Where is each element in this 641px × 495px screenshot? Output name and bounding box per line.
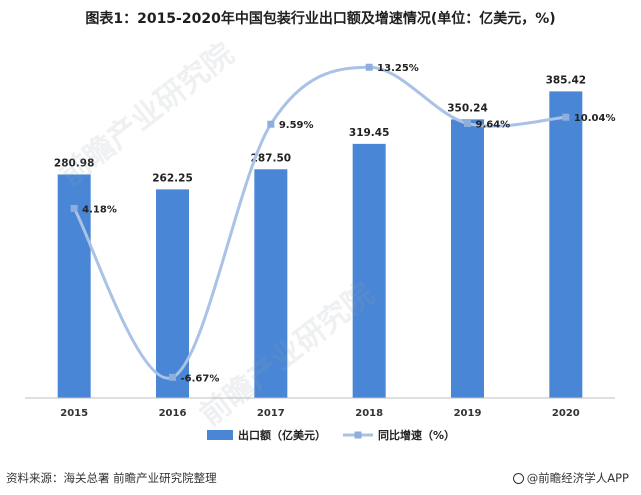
- x-axis: 2015 2016 2017 2018 2019 2020: [25, 397, 615, 419]
- legend-bar-label: 出口额（亿美元）: [238, 428, 326, 442]
- growth-point: [169, 373, 176, 381]
- x-tick-label: 2017: [257, 408, 285, 419]
- x-tick-label: 2018: [355, 408, 383, 419]
- legend-line-marker: [354, 431, 362, 439]
- growth-line-series: 4.18% -6.67% 9.59% 13.25% 9.64% 10.04%: [70, 63, 616, 384]
- bar: [352, 143, 386, 398]
- growth-value-label: 10.04%: [574, 113, 616, 124]
- growth-value-label: 4.18%: [82, 204, 117, 215]
- growth-point: [70, 204, 78, 212]
- x-tick-label: 2020: [552, 408, 580, 419]
- bar-value-label: 262.25: [152, 172, 193, 184]
- chart-title: 图表1：2015-2020年中国包装行业出口额及增速情况(单位：亿美元，%): [85, 11, 556, 27]
- growth-value-label: 13.25%: [377, 63, 419, 74]
- legend: 出口额（亿美元） 同比增速（%）: [207, 428, 455, 442]
- x-tick-label: 2016: [159, 408, 187, 419]
- bar: [254, 169, 288, 398]
- bar-value-label: 319.45: [349, 127, 390, 139]
- bar: [156, 189, 189, 398]
- bar-value-label: 385.42: [546, 74, 587, 86]
- brand-credit: @前瞻经济学人APP: [512, 470, 629, 486]
- brand-label: @前瞻经济学人APP: [526, 471, 629, 485]
- legend-bar-swatch: [207, 430, 233, 440]
- bar-value-label: 350.24: [447, 102, 488, 114]
- growth-value-label: -6.67%: [181, 373, 220, 384]
- bar-series: 280.98 262.25 287.50 319.45 350.24 385.42: [54, 74, 586, 398]
- x-tick-label: 2019: [454, 408, 482, 419]
- circle-logo-icon: [512, 473, 524, 484]
- growth-point: [365, 63, 373, 71]
- growth-point: [562, 113, 570, 121]
- x-tick-label: 2015: [60, 408, 88, 419]
- growth-point: [464, 119, 471, 127]
- legend-line-label: 同比增速（%）: [378, 428, 455, 442]
- source-note: 资料来源：海关总署 前瞻产业研究院整理: [6, 471, 217, 485]
- bar-value-label: 287.50: [251, 152, 292, 164]
- growth-value-label: 9.64%: [476, 119, 511, 130]
- growth-point: [267, 120, 275, 128]
- growth-value-label: 9.59%: [279, 120, 314, 131]
- bar: [451, 119, 484, 398]
- bar: [549, 91, 583, 398]
- bar-value-label: 280.98: [54, 157, 95, 169]
